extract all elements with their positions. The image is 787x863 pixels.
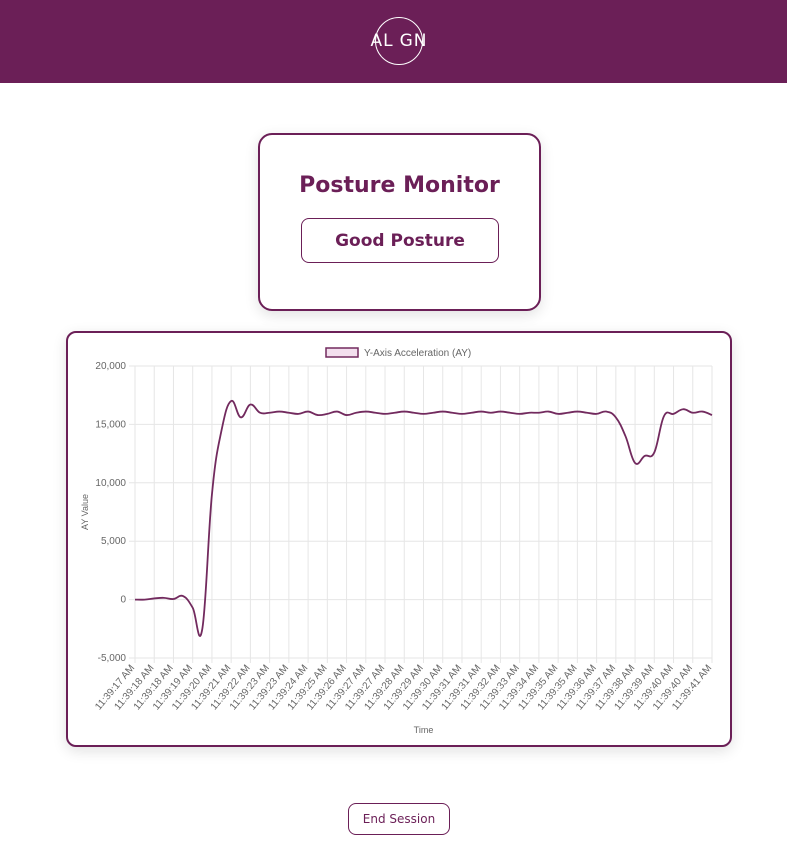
- y-tick-label: 20,000: [95, 361, 126, 372]
- chart-card: -5,000 0 5,000 10,000 15,000 20,000 11:39:17 A…: [66, 331, 732, 747]
- header: AL GN: [0, 0, 787, 83]
- y-axis-title: AY Value: [80, 494, 90, 530]
- y-tick-label: 5,000: [101, 536, 126, 547]
- status-button[interactable]: Good Posture: [301, 218, 499, 263]
- logo-right: GN: [399, 31, 428, 51]
- y-tick-label: -5,000: [98, 653, 127, 664]
- legend-swatch: [325, 347, 359, 358]
- x-axis-title: Time: [414, 725, 434, 735]
- status-card: Posture Monitor Good Posture: [258, 133, 541, 311]
- card-title: Posture Monitor: [299, 173, 500, 198]
- legend-label: Y-Axis Acceleration (AY): [364, 348, 471, 359]
- end-session-button[interactable]: End Session: [348, 803, 450, 835]
- logo[interactable]: AL GN: [371, 17, 427, 65]
- logo-left: AL: [370, 31, 394, 51]
- y-tick-label: 15,000: [95, 419, 126, 430]
- y-tick-label: 10,000: [95, 478, 126, 489]
- data-line: [134, 400, 713, 637]
- y-tick-label: 0: [120, 595, 126, 606]
